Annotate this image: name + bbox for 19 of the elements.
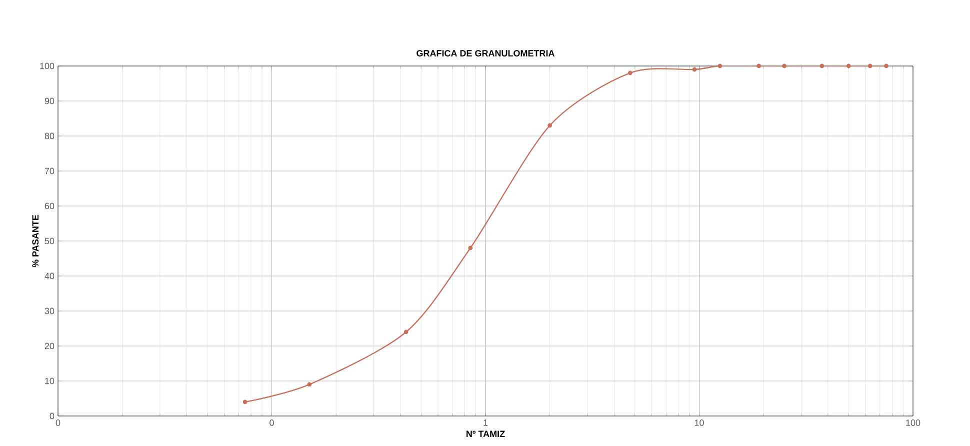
y-tick-label: 60 — [44, 202, 54, 210]
y-tick-label: 90 — [44, 98, 54, 104]
x-tick-label: 0 — [56, 420, 60, 426]
y-tick-label: 10 — [45, 378, 54, 384]
y-tick-label: 20 — [44, 342, 54, 350]
y-tick-label: 40 — [44, 272, 54, 280]
y-tick-label: 30 — [44, 308, 54, 314]
y-axis-title: % PASANTE — [32, 214, 39, 268]
y-tick-label: 80 — [44, 132, 54, 140]
x-tick-label: 0 — [270, 420, 274, 426]
x-tick-label: 100 — [906, 420, 920, 426]
y-tick-label: 100 — [40, 62, 54, 70]
y-tick-label: 0 — [50, 412, 54, 420]
y-tick-label: 50 — [44, 238, 54, 244]
chart-title: GRAFICA DE GRANULOMETRIA — [416, 50, 554, 56]
y-tick-label: 70 — [44, 168, 54, 174]
x-axis-title: Nº TAMIZ — [466, 430, 505, 437]
x-tick-label: 1 — [484, 420, 488, 426]
x-tick-label: 10 — [694, 420, 704, 426]
